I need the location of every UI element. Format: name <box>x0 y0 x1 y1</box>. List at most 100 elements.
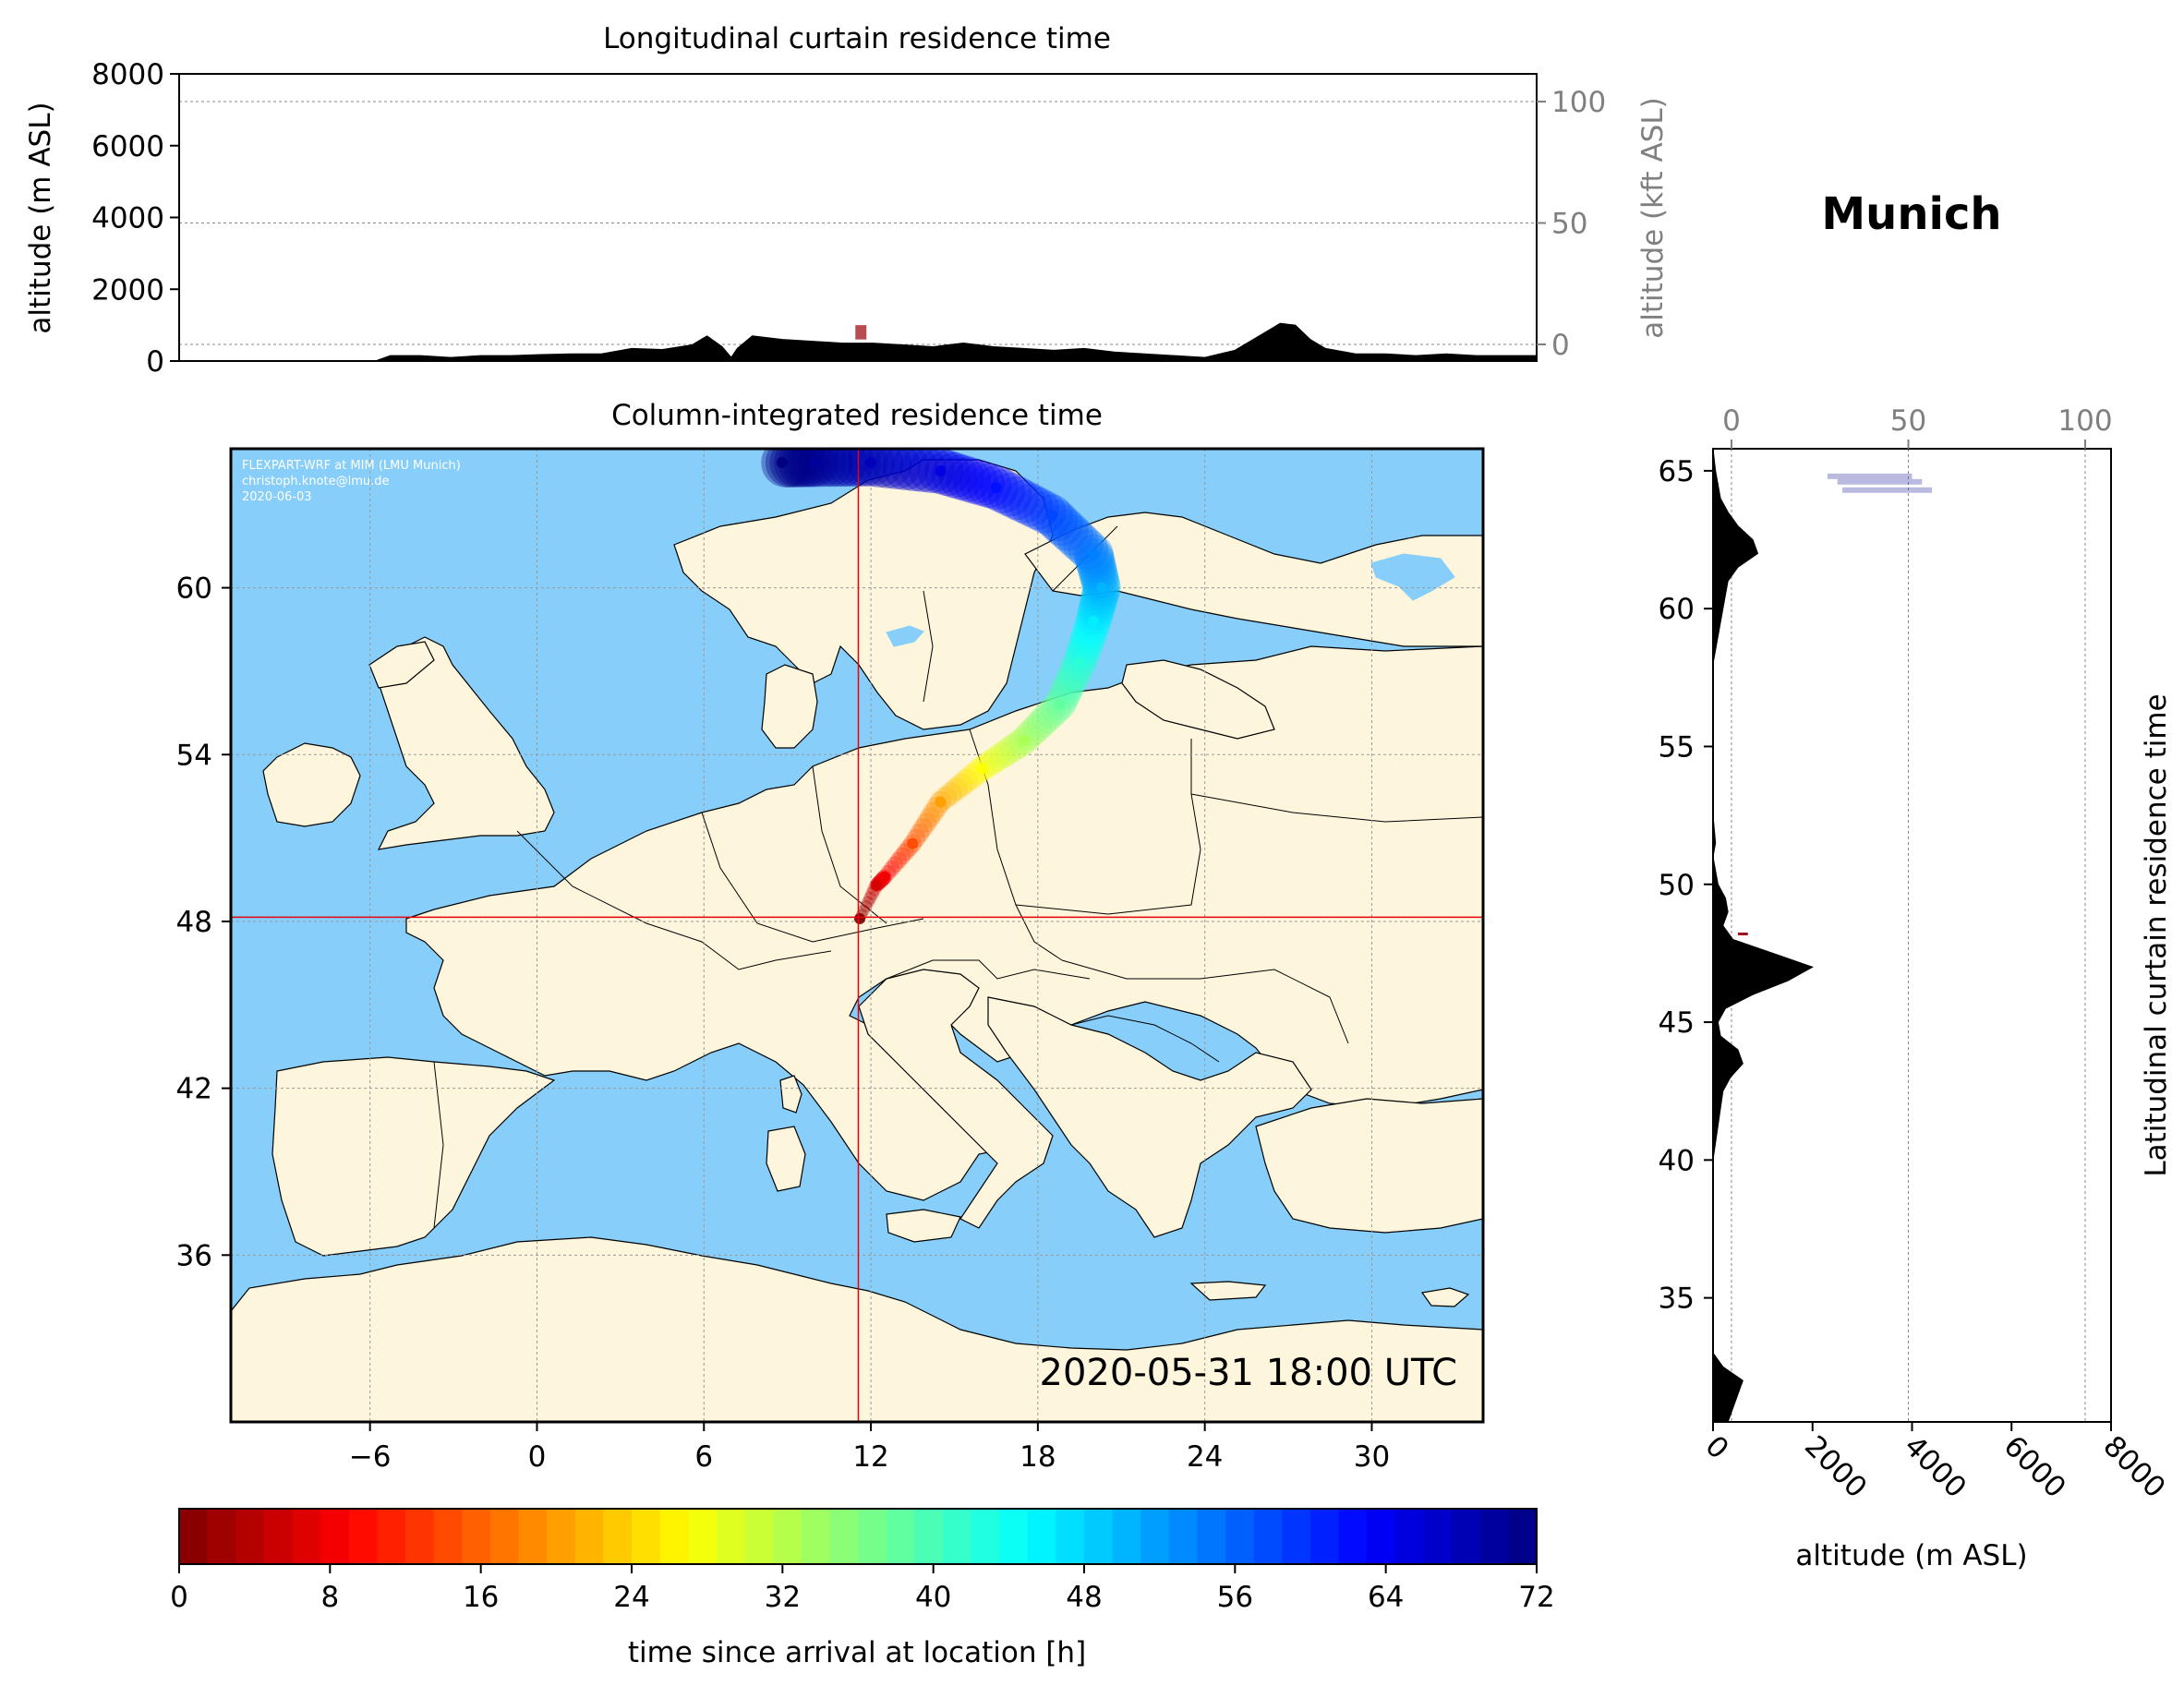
colorbar-step <box>1084 1509 1114 1564</box>
plume-segment <box>1077 547 1116 587</box>
plume-segment <box>1080 560 1119 599</box>
colorbar-step <box>433 1509 463 1564</box>
plume-segment <box>864 449 912 488</box>
longitudinal-right-tick-label: 100 <box>1551 86 1606 119</box>
plume-segment <box>818 449 868 488</box>
colorbar-step <box>1282 1509 1311 1564</box>
colorbar-tick-label: 0 <box>170 1581 188 1614</box>
colorbar-step <box>1140 1509 1170 1564</box>
colorbar-step <box>914 1509 944 1564</box>
plume-segment <box>887 856 904 873</box>
plume-segment <box>1031 703 1062 734</box>
colorbar-tick-label: 40 <box>915 1581 951 1614</box>
land-crete <box>1189 1281 1267 1301</box>
plume-segment <box>1022 712 1053 742</box>
plume-segment <box>938 454 984 500</box>
country-borders <box>433 525 1483 1229</box>
plume-segment <box>1056 662 1089 695</box>
latitudinal-top-tick-label: 100 <box>2057 404 2112 438</box>
plume-segment <box>1077 594 1115 632</box>
plume-point <box>907 837 919 849</box>
plume-point <box>776 457 788 469</box>
land-corsica <box>779 1075 802 1114</box>
plume-point <box>809 457 821 469</box>
land-iberia <box>271 1056 556 1257</box>
colorbar-step <box>829 1509 859 1564</box>
credit-line-3: 2020-06-03 <box>242 490 312 504</box>
plume-segment <box>952 458 998 504</box>
plume-segment <box>931 452 978 499</box>
plume-segment <box>1046 509 1089 551</box>
latitudinal-y-tick-label: 55 <box>1659 730 1695 764</box>
plume-segment <box>1053 667 1087 701</box>
plume-segment <box>944 777 968 801</box>
map-longitude-tick-label: 12 <box>852 1440 888 1474</box>
plume-segment <box>862 895 875 909</box>
plume-segment <box>873 449 921 489</box>
plume-segment <box>966 463 1012 509</box>
plume-point <box>865 457 877 469</box>
plume-segment <box>765 449 815 488</box>
credit-line-1: FLEXPART-WRF at MIM (LMU Munich) <box>242 459 461 473</box>
plume-segment <box>908 449 956 494</box>
latitudinal-upper-mark <box>1827 473 1913 479</box>
colorbar-step <box>179 1509 209 1564</box>
plume-point <box>1054 699 1066 711</box>
plume-segment <box>1070 619 1106 655</box>
map-latitude-tick-label: 48 <box>176 906 212 939</box>
land-denmark <box>761 664 818 749</box>
colorbar-step <box>207 1509 236 1564</box>
longitudinal-y-tick-label: 4000 <box>91 202 164 235</box>
colorbar-step <box>1310 1509 1340 1564</box>
credit-line-2: christoph.knote@lmu.de <box>242 475 390 488</box>
colorbar-step <box>377 1509 406 1564</box>
plume-segment <box>1035 499 1079 542</box>
plume-segment <box>839 449 888 487</box>
colorbar-step <box>235 1509 265 1564</box>
colorbar-tick-label: 24 <box>613 1581 649 1614</box>
plume-segment <box>860 899 873 913</box>
colorbar-tick-label: 64 <box>1368 1581 1404 1614</box>
plume-segment <box>1078 551 1117 591</box>
plume-segment <box>989 741 1017 769</box>
colorbar-step <box>1197 1509 1226 1564</box>
longitudinal-residence-marker <box>855 325 867 340</box>
colorbar-step <box>348 1509 378 1564</box>
colorbar-step <box>405 1509 435 1564</box>
colorbar-tick-label: 8 <box>320 1581 339 1614</box>
land-sicily <box>886 1209 961 1243</box>
colorbar-step <box>462 1509 491 1564</box>
plume-segment <box>924 450 971 497</box>
latitudinal-x-axis-label: altitude (m ASL) <box>1795 1539 2027 1572</box>
latitudinal-x-tick-label: 2000 <box>1798 1429 1873 1504</box>
plume-segment <box>1068 624 1104 660</box>
longitudinal-y-ticks: 0 2000 4000 6000 8000 <box>91 58 179 379</box>
plume-point <box>854 912 866 924</box>
longitudinal-right-tick-label: 50 <box>1551 208 1587 241</box>
map-latitude-tick-label: 42 <box>176 1073 212 1106</box>
land-great-britain <box>377 636 555 850</box>
plume-segment <box>774 449 824 488</box>
longitudinal-axes-frame <box>178 73 1538 362</box>
latitudinal-y-tick-label: 50 <box>1659 869 1695 902</box>
plume-segment <box>889 851 908 869</box>
land-balkans <box>987 996 1312 1238</box>
plume-segment <box>786 449 836 488</box>
colorbar-step <box>603 1509 633 1564</box>
land-masses <box>231 459 1483 1422</box>
plume-segment <box>812 449 861 488</box>
colorbar-frame <box>178 1508 1538 1565</box>
map-longitude-tick-label: 0 <box>528 1440 547 1474</box>
plume-segment <box>1068 529 1109 571</box>
longitudinal-right-ticks: 0 50 100 <box>1537 86 1606 362</box>
colorbar-steps <box>178 1508 1538 1565</box>
colorbar-step <box>1056 1509 1085 1564</box>
land-scandinavia <box>673 459 1054 730</box>
plume-point <box>976 763 988 775</box>
colorbar-step <box>632 1509 661 1564</box>
land-north-africa <box>231 1236 1483 1422</box>
colorbar-step <box>801 1509 830 1564</box>
latitudinal-x-tick-label: 4000 <box>1898 1429 1973 1504</box>
longitudinal-right-axis-label: altitude (kft ASL) <box>1636 97 1670 338</box>
latitudinal-latitude-ticks: 35 40 45 50 55 60 65 <box>1659 455 1713 1316</box>
